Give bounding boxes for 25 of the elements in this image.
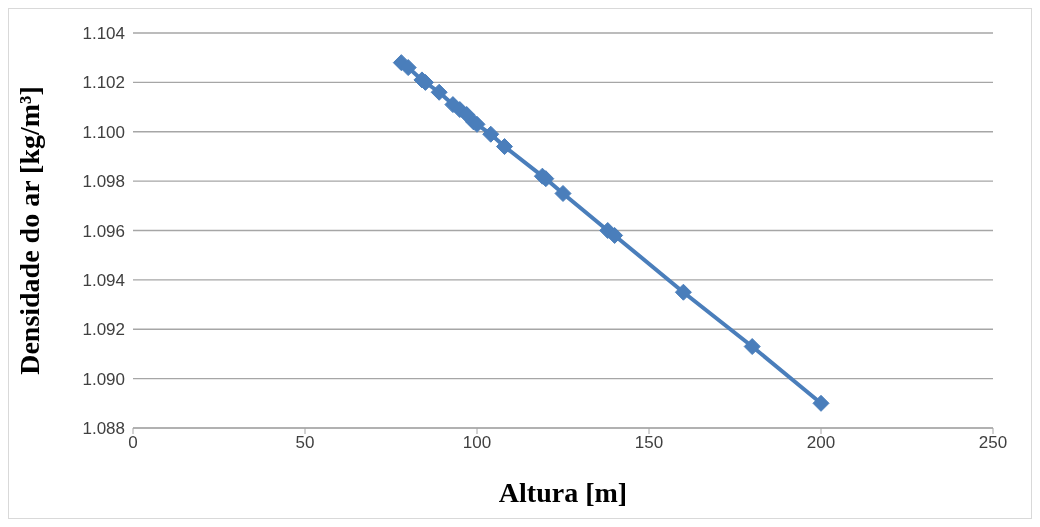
x-tick-label: 150	[634, 433, 664, 453]
point	[606, 226, 624, 244]
y-tick-label: 1.098	[82, 172, 125, 192]
y-tick-label: 1.104	[82, 24, 125, 44]
y-tick-label: 1.100	[82, 122, 125, 142]
point	[812, 394, 830, 412]
x-tick-label: 200	[806, 433, 836, 453]
x-tick-label: 0	[128, 433, 138, 453]
point	[674, 283, 692, 301]
x-tick-label: 250	[978, 433, 1008, 453]
x-axis-title: Altura [m]	[498, 477, 628, 508]
point	[743, 338, 761, 356]
y-tick-label: 1.094	[82, 270, 125, 290]
x-tick-label: 50	[295, 433, 315, 453]
point	[430, 83, 448, 101]
y-tick-label: 1.090	[82, 369, 125, 389]
y-tick-label: 1.102	[82, 73, 125, 93]
point	[496, 138, 514, 156]
y-tick-label: 1.092	[82, 320, 125, 340]
point	[554, 184, 572, 202]
y-tick-label: 1.096	[82, 221, 125, 241]
y-tick-label: 1.088	[82, 419, 125, 439]
point	[482, 125, 500, 143]
x-tick-label: 100	[462, 433, 492, 453]
y-axis-title: Densidade do ar [kg/m³]	[13, 86, 45, 375]
